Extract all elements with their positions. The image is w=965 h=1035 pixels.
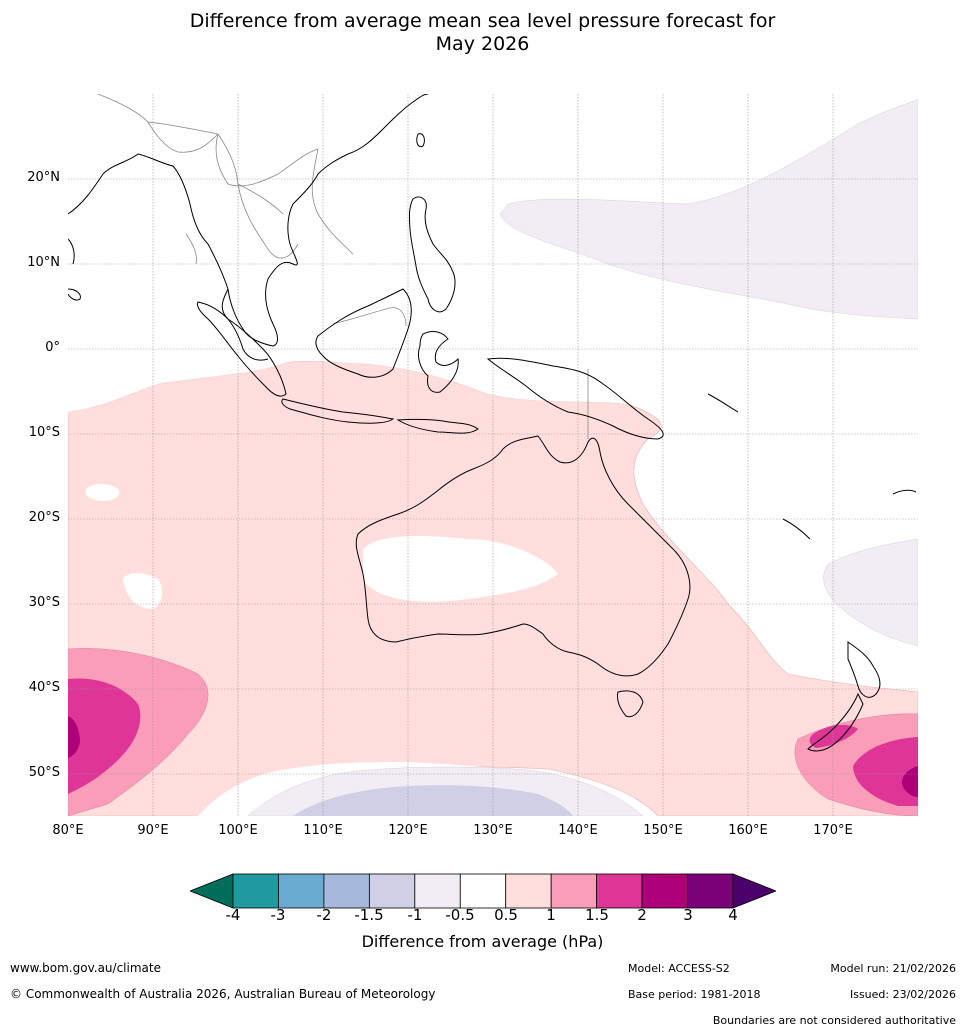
colorbar-cell-7 (550, 873, 598, 909)
lon-label-160e: 160°E (728, 823, 768, 838)
cb-tick-3: 3 (683, 906, 693, 924)
neutral-hole-indian-ocean-small (123, 573, 163, 609)
neutral-hole-australia (363, 536, 558, 602)
anomaly-band-neg1-neg1.5-south (293, 785, 573, 816)
coast-new-caledonia (782, 518, 811, 540)
model-run-date: Model run: 21/02/2026 (830, 962, 956, 975)
coast-new-zealand-south (807, 692, 864, 752)
base-period: Base period: 1981-2018 (628, 988, 761, 1001)
lat-label-40s: 40°S (28, 680, 60, 695)
coast-asia-mainland (68, 94, 429, 347)
lat-label-10n: 10°N (27, 255, 60, 270)
cb-tick-2: 2 (637, 906, 647, 924)
colorbar-cell-6 (505, 873, 552, 909)
lon-label-140e: 140°E (558, 823, 598, 838)
coast-tasmania (617, 690, 644, 718)
anomaly-band-2-3-west (68, 716, 80, 758)
coast-solomon-islands (707, 393, 739, 413)
coast-new-guinea (486, 357, 664, 440)
lon-label-120e: 120°E (388, 823, 428, 838)
coast-new-zealand-north (847, 641, 881, 698)
colorbar-cell-9 (641, 873, 688, 909)
colorbar-cell-1 (278, 873, 325, 909)
coast-malay-peninsula (221, 288, 269, 361)
coastlines (68, 94, 917, 752)
cb-tick-neg1: -1 (407, 906, 423, 924)
pressure-anomaly-map (68, 94, 918, 816)
colorbar-cell-0 (232, 873, 279, 909)
lon-label-150e: 150°E (643, 823, 683, 838)
graticule (68, 94, 918, 816)
lat-label-20n: 20°N (27, 170, 60, 185)
cb-tick-neg2: -2 (316, 906, 332, 924)
cb-tick-neg3: -3 (270, 906, 286, 924)
coast-sulawesi (417, 331, 459, 393)
coast-australia (355, 435, 691, 677)
colorbar-cell-10 (687, 873, 734, 909)
cb-tick-1: 1 (546, 906, 556, 924)
cb-tick-1.5: 1.5 (585, 906, 609, 924)
boundaries-disclaimer: Boundaries are not considered authoritat… (712, 1014, 956, 1027)
title-line-1: Difference from average mean sea level p… (189, 10, 776, 32)
anomaly-band-neg0.5-neg1-east (823, 538, 918, 647)
coast-taiwan (416, 133, 425, 148)
anomaly-band-1.5-2-west (68, 678, 141, 794)
coast-sri-lanka (68, 288, 81, 301)
colorbar-cell-3 (368, 873, 416, 909)
lon-label-100e: 100°E (218, 823, 258, 838)
cb-tick-neg1.5: -1.5 (354, 906, 384, 924)
coast-india (68, 238, 75, 265)
anomaly-band-1.5-2-tasman (809, 724, 858, 748)
lat-label-20s: 20°S (28, 510, 60, 525)
lon-label-110e: 110°E (303, 823, 343, 838)
colorbar-label: Difference from average (hPa) (361, 932, 604, 951)
coast-sumatra (197, 301, 287, 397)
colorbar-cell-8 (596, 873, 643, 909)
colorbar (190, 873, 776, 909)
colorbar-cell-5 (459, 873, 507, 909)
title-line-2: May 2026 (435, 33, 530, 55)
country-borders (97, 94, 589, 439)
issued-date: Issued: 23/02/2026 (849, 988, 956, 1001)
coast-borneo (315, 288, 412, 378)
coast-lesser-sunda (396, 418, 479, 434)
lon-label-170e: 170°E (813, 823, 853, 838)
colorbar-extend-high (732, 873, 776, 909)
lat-label-10s: 10°S (28, 425, 60, 440)
cb-tick-neg4: -4 (225, 906, 241, 924)
coast-java (281, 398, 395, 424)
website-link[interactable]: www.bom.gov.au/climate (10, 961, 161, 975)
lon-label-80e: 80°E (52, 823, 84, 838)
anomaly-band-1.5-2-east (853, 737, 918, 806)
map-title: Difference from average mean sea level p… (0, 10, 965, 56)
cb-tick-0.5: 0.5 (494, 906, 518, 924)
colorbar-extend-low (190, 873, 234, 909)
colorbar-cell-2 (323, 873, 370, 909)
copyright-text: © Commonwealth of Australia 2026, Austra… (10, 987, 436, 1001)
lon-label-90e: 90°E (137, 823, 169, 838)
colorbar-cell-4 (414, 873, 461, 909)
neutral-hole-indian-ocean-west (85, 483, 120, 502)
lon-label-130e: 130°E (473, 823, 513, 838)
cb-tick-4: 4 (728, 906, 738, 924)
lat-label-50s: 50°S (28, 765, 60, 780)
lat-label-30s: 30°S (28, 595, 60, 610)
lat-label-0: 0° (45, 340, 60, 355)
coast-fiji (892, 489, 917, 495)
cb-tick-neg0.5: -0.5 (445, 906, 475, 924)
model-name: Model: ACCESS-S2 (628, 962, 730, 975)
coast-philippines (408, 196, 456, 313)
anomaly-band-neg0.5-neg1-north (499, 98, 918, 320)
